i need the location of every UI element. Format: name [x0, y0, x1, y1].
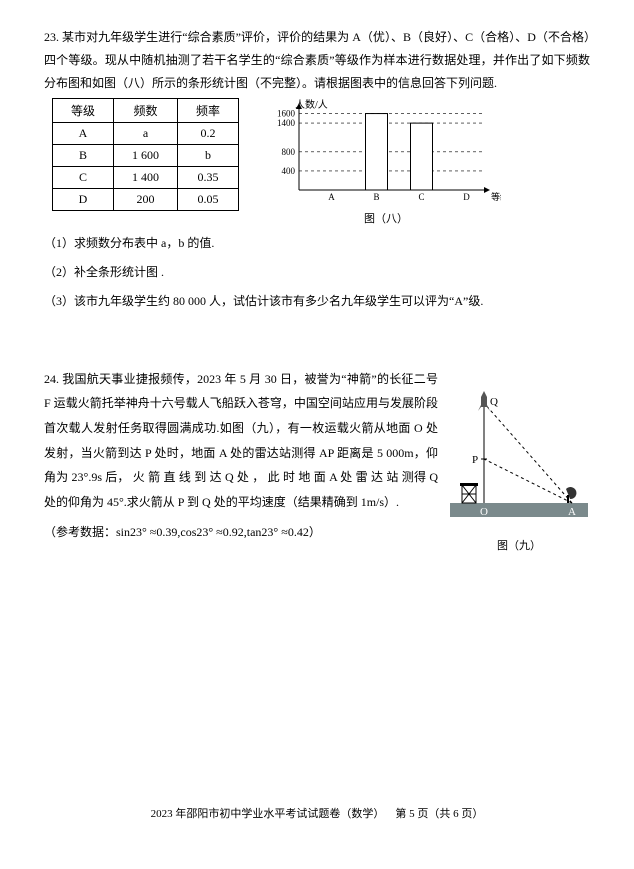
- q24-fig-label: 图（九）: [448, 537, 590, 553]
- q24-figure: Q P O A 图（九）: [448, 381, 590, 553]
- svg-text:C: C: [419, 192, 425, 202]
- q23-paragraph: 23. 某市对九年级学生进行“综合素质”评价，评价的结果为 A（优）、B（良好）…: [44, 26, 590, 94]
- q23-sub1: （1）求频数分布表中 a，b 的值.: [44, 232, 590, 255]
- q23-text: 某市对九年级学生进行“综合素质”评价，评价的结果为 A（优）、B（良好）、C（合…: [44, 30, 590, 90]
- table-row: B 1 600 b: [53, 145, 239, 167]
- svg-text:Q: Q: [490, 396, 498, 408]
- page-footer: 2023 年邵阳市初中学业水平考试试题卷（数学） 第 5 页（共 6 页）: [0, 805, 634, 821]
- q23-table: 等级 频数 频率 A a 0.2 B 1 600 b C 1 400 0.35 …: [52, 98, 239, 211]
- q23-sub2: （2）补全条形统计图 .: [44, 261, 590, 284]
- table-row: D 200 0.05: [53, 189, 239, 211]
- table-row: C 1 400 0.35: [53, 167, 239, 189]
- bar-chart-svg: 16001400 800 400 A B C D 等级: [271, 98, 501, 208]
- th-rate: 频率: [178, 99, 239, 123]
- q23-fig-label: 图（八）: [271, 210, 501, 226]
- svg-text:A: A: [568, 506, 576, 518]
- svg-text:等级: 等级: [491, 191, 501, 202]
- svg-text:800: 800: [282, 147, 296, 157]
- table-row: A a 0.2: [53, 123, 239, 145]
- table-header-row: 等级 频数 频率: [53, 99, 239, 123]
- svg-text:P: P: [472, 454, 478, 466]
- svg-text:1600: 1600: [277, 109, 296, 119]
- q24-text: 我国航天事业捷报频传，2023 年 5 月 30 日，被誉为“神箭”的长征二号 …: [44, 372, 438, 509]
- q24-block: 24. 我国航天事业捷报频传，2023 年 5 月 30 日，被誉为“神箭”的长…: [44, 367, 590, 553]
- chart-y-title: 人数/人: [295, 96, 328, 111]
- svg-text:D: D: [463, 192, 470, 202]
- th-freq: 频数: [114, 99, 178, 123]
- q24-paragraph: 24. 我国航天事业捷报频传，2023 年 5 月 30 日，被誉为“神箭”的长…: [44, 367, 438, 545]
- svg-text:1400: 1400: [277, 119, 296, 129]
- q23-sub3: （3）该市九年级学生约 80 000 人，试估计该市有多少名九年级学生可以评为“…: [44, 290, 590, 313]
- svg-text:400: 400: [282, 166, 296, 176]
- svg-text:O: O: [480, 506, 488, 518]
- rocket-svg: Q P O A: [448, 381, 590, 531]
- svg-text:B: B: [374, 192, 380, 202]
- svg-text:A: A: [328, 192, 335, 202]
- q23-number: 23.: [44, 30, 59, 44]
- q23-table-and-chart: 等级 频数 频率 A a 0.2 B 1 600 b C 1 400 0.35 …: [44, 98, 590, 226]
- q24-ref: （参考数据：sin23° ≈0.39,cos23° ≈0.92,tan23° ≈…: [44, 520, 438, 545]
- th-grade: 等级: [53, 99, 114, 123]
- q24-number: 24.: [44, 372, 59, 386]
- page: 23. 某市对九年级学生进行“综合素质”评价，评价的结果为 A（优）、B（良好）…: [0, 0, 634, 843]
- q23-chart: 人数/人 16001400 800 400 A B C D 等级 图（八）: [271, 98, 501, 226]
